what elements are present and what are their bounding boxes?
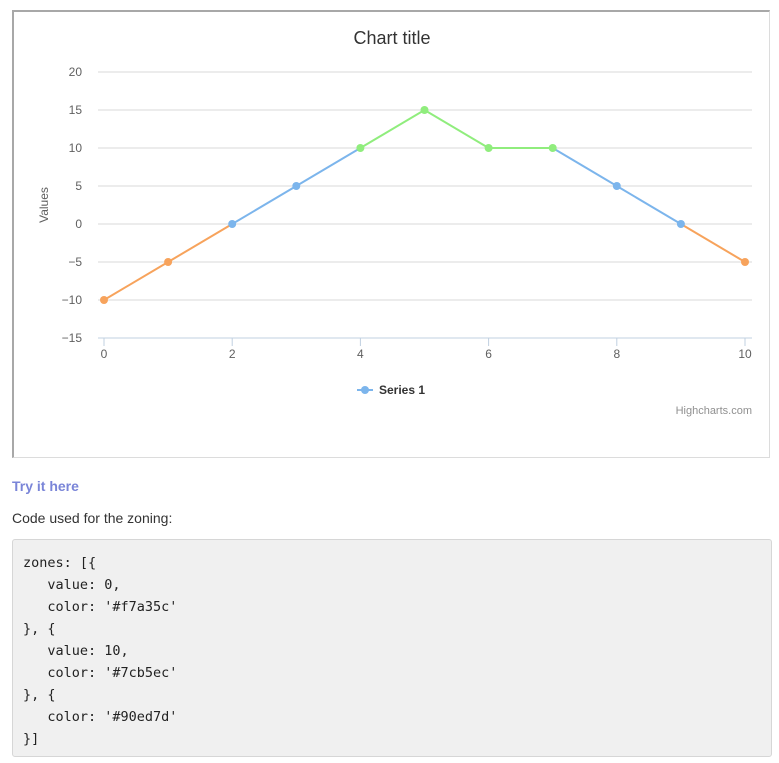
x-tick-label: 8 [613, 347, 620, 361]
data-point [548, 144, 557, 152]
series-line-segment [231, 185, 298, 225]
code-line: value: 10, [23, 643, 129, 659]
chart-svg: Chart title Values 20 15 10 5 0 −5 −10 −15 0 2 4 6 8 10… [37, 28, 752, 417]
code-line: color: '#7cb5ec' [23, 665, 178, 681]
y-axis-label: Values [37, 187, 51, 223]
y-tick-label: −10 [62, 293, 83, 307]
series-line-segment [103, 261, 170, 301]
data-point [164, 258, 173, 266]
x-tick-label: 4 [357, 347, 364, 361]
code-line: }] [23, 731, 40, 747]
x-tick-label: 2 [229, 347, 236, 361]
chart-container: Chart title Values 20 15 10 5 0 −5 −10 −15 0 2 4 6 8 10… [12, 10, 770, 458]
try-it-link[interactable]: Try it here [12, 478, 79, 494]
legend-symbol-marker [361, 386, 369, 394]
data-point [676, 220, 685, 228]
data-point [420, 106, 429, 114]
code-line: value: 0, [23, 577, 121, 593]
data-point [612, 182, 621, 190]
series-line-segment [167, 223, 234, 263]
y-tick-label: −5 [68, 255, 82, 269]
y-tick-label: −15 [62, 331, 83, 345]
series-line-segment [679, 223, 746, 263]
series-line-segment [551, 147, 618, 187]
data-point [356, 144, 365, 152]
code-block: zones: [{ value: 0, color: '#f7a35c' }, {… [12, 539, 772, 757]
x-tick-label: 6 [485, 347, 492, 361]
y-tick-label: 5 [75, 179, 82, 193]
series-line-segment [423, 109, 490, 149]
y-tick-label: 20 [69, 65, 83, 79]
data-point [292, 182, 301, 190]
data-point [228, 220, 237, 228]
series-line-segment [615, 185, 682, 225]
code-line: }, { [23, 687, 56, 703]
code-line: color: '#90ed7d' [23, 709, 178, 725]
series-line-segment [359, 109, 426, 149]
code-line: zones: [{ [23, 555, 97, 571]
code-line: }, { [23, 621, 56, 637]
data-point [484, 144, 493, 152]
x-tick-label: 10 [738, 347, 752, 361]
data-point [100, 296, 108, 304]
credits-link[interactable]: Highcharts.com [676, 405, 752, 417]
y-tick-label: 15 [69, 103, 83, 117]
y-tick-label: 10 [69, 141, 83, 155]
x-tick-label: 0 [101, 347, 108, 361]
data-point [741, 258, 749, 266]
code-line: color: '#f7a35c' [23, 599, 178, 615]
legend-item-label[interactable]: Series 1 [379, 383, 425, 397]
chart-title: Chart title [353, 28, 430, 48]
series-line-segment [295, 147, 362, 187]
y-tick-label: 0 [75, 217, 82, 231]
code-caption: Code used for the zoning: [12, 510, 173, 526]
